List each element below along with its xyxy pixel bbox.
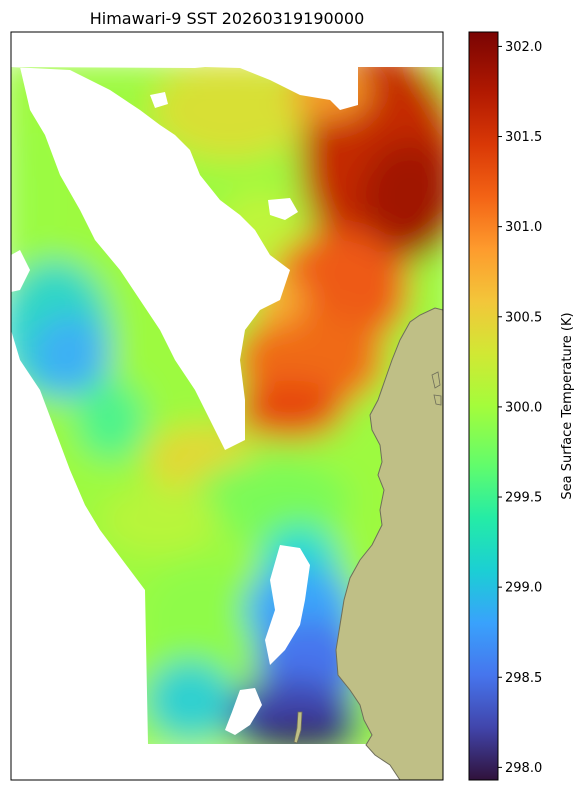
colorbar-tick-label: 300.5 [505,310,542,325]
colorbar-tick-label: 299.0 [505,581,542,596]
land-mass [335,307,443,780]
colorbar-ticks: 298.0 298.5 299.0 299.5 300.0 300.5 301.0 301.5… [498,40,542,776]
chart-title: Himawari-9 SST 20260319190000 [90,9,365,28]
colorbar-tick-label: 300.0 [505,400,542,415]
colorbar-gradient [468,31,499,781]
island [293,711,303,744]
island [433,394,442,406]
colorbar-label: Sea Surface Temperature (K) [560,312,575,499]
colorbar: 298.0 298.5 299.0 299.5 300.0 300.5 301.0 301.5… [468,31,575,781]
colorbar-tick-label: 302.0 [505,40,542,55]
map-frame [10,31,444,781]
no-data-mask [11,32,443,780]
island [431,371,441,389]
map-area [11,32,443,780]
colorbar-tick-label: 301.5 [505,130,542,145]
colorbar-tick-label: 301.0 [505,220,542,235]
colorbar-tick-label: 298.0 [505,761,542,776]
colorbar-tick-label: 299.5 [505,491,542,506]
colorbar-tick-label: 298.5 [505,671,542,686]
